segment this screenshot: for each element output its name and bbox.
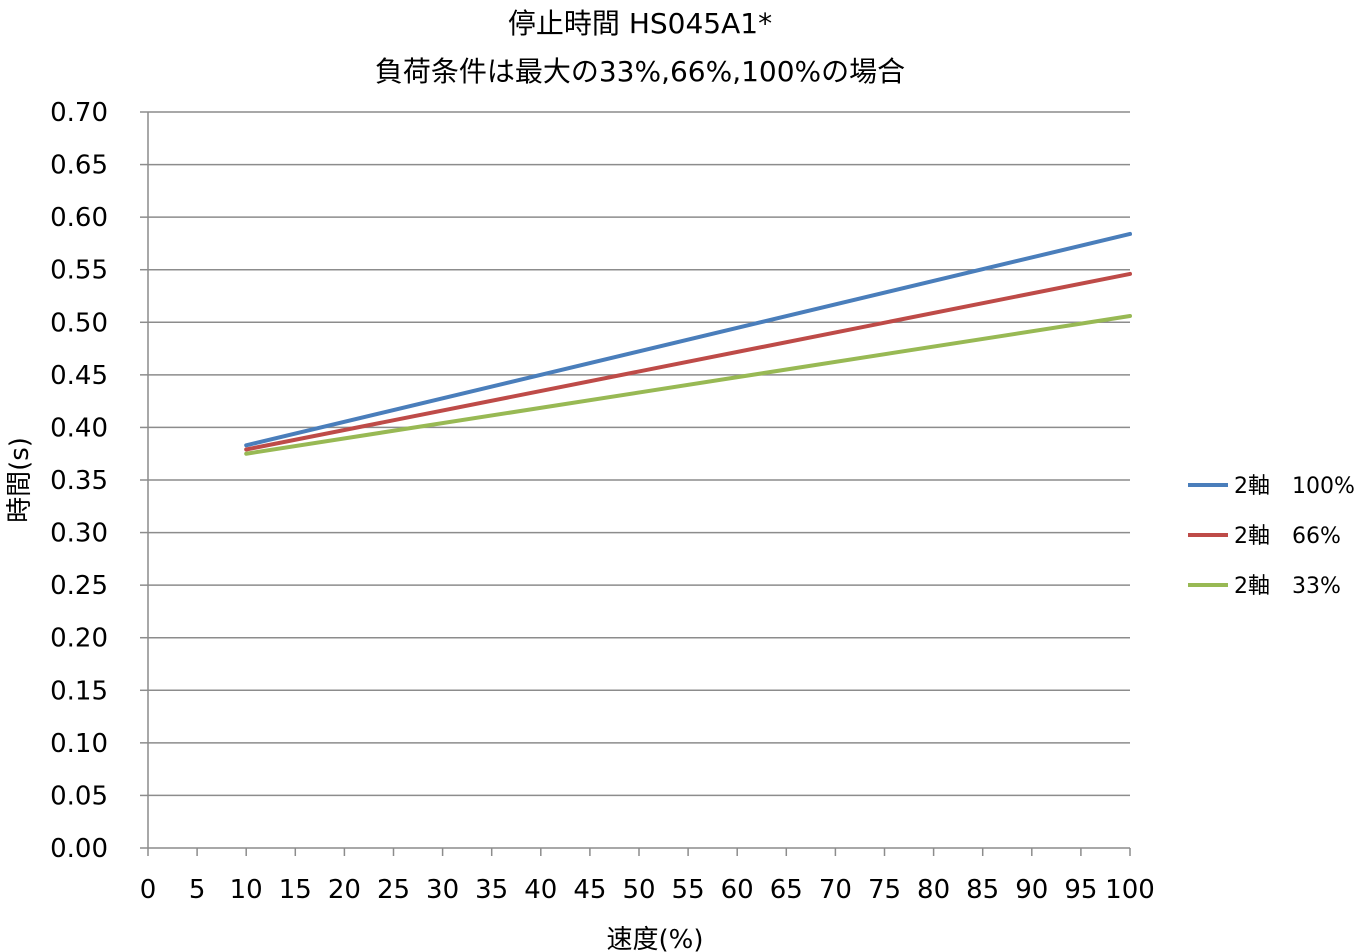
y-tick-label: 0.35: [50, 466, 108, 496]
y-tick-label: 0.65: [50, 151, 108, 181]
chart-subtitle: 負荷条件は最大の33%,66%,100%の場合: [374, 55, 906, 88]
y-tick-label: 0.00: [50, 834, 108, 864]
y-tick-label: 0.60: [50, 203, 108, 233]
legend-label: 2軸 66%: [1234, 524, 1341, 549]
x-tick-label: 60: [721, 875, 754, 905]
series-lines: [244, 231, 1132, 456]
y-tick-label: 0.50: [50, 308, 108, 338]
axes: [147, 112, 1131, 856]
x-tick-label: 30: [426, 875, 459, 905]
x-tick-labels: 0 5 10 15 20 25 30 35 40 45 50 55 60 65 70 75 80 85 90 95 10…: [140, 875, 1155, 905]
y-tick-label: 0.10: [50, 729, 108, 759]
x-tick-label: 85: [966, 875, 999, 905]
x-tick-label: 10: [230, 875, 263, 905]
x-tick-label: 40: [524, 875, 557, 905]
x-tick-label: 90: [1015, 875, 1048, 905]
x-tick-label: 25: [377, 875, 410, 905]
x-tick-label: 55: [672, 875, 705, 905]
x-tick-label: 0: [140, 875, 157, 905]
x-tick-label: 5: [189, 875, 206, 905]
y-tick-label: 0.45: [50, 361, 108, 391]
y-axis-label: 時間(s): [5, 437, 35, 523]
y-tick-labels: 0.00 0.05 0.10 0.15 0.20 0.25 0.30 0.35 0.40 0.45…: [50, 98, 108, 864]
x-tick-label: 45: [573, 875, 606, 905]
y-tick-label: 0.05: [50, 781, 108, 811]
legend-label: 2軸 100%: [1234, 474, 1355, 499]
x-tick-label: 50: [622, 875, 655, 905]
x-tick-label: 95: [1064, 875, 1097, 905]
y-tick-label: 0.30: [50, 519, 108, 549]
x-tick-label: 70: [819, 875, 852, 905]
x-tick-label: 100: [1105, 875, 1155, 905]
x-tick-label: 35: [475, 875, 508, 905]
x-tick-label: 75: [868, 875, 901, 905]
legend: 2軸 100% 2軸 66% 2軸 33%: [1188, 474, 1355, 599]
y-tick-label: 0.40: [50, 413, 108, 443]
y-tick-label: 0.20: [50, 624, 108, 654]
x-axis-label: 速度(%): [607, 925, 704, 952]
y-tick-label: 0.55: [50, 256, 108, 286]
x-tick-label: 20: [328, 875, 361, 905]
gridlines: [140, 111, 1130, 849]
x-tick-label: 15: [279, 875, 312, 905]
y-tick-label: 0.70: [50, 98, 108, 128]
series-line: [244, 231, 1132, 448]
series-line: [244, 313, 1132, 456]
y-tick-label: 0.25: [50, 571, 108, 601]
chart-title: 停止時間 HS045A1*: [507, 7, 773, 40]
x-tick-label: 80: [917, 875, 950, 905]
legend-label: 2軸 33%: [1234, 574, 1341, 599]
series-line: [244, 271, 1132, 452]
x-tick-label: 65: [770, 875, 803, 905]
y-tick-label: 0.15: [50, 676, 108, 706]
